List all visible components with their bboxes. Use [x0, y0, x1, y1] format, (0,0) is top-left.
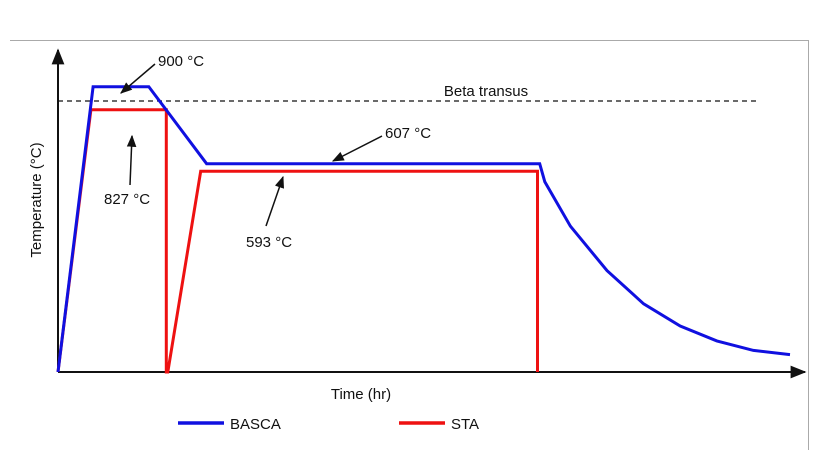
annotation-827c-arrow — [126, 134, 137, 186]
annotation-900c-unit: °C — [187, 53, 204, 70]
svg-text:827 °C: 827 °C — [104, 191, 150, 208]
annotation-607c-arrow — [331, 135, 383, 162]
annotation-900c: 900 °C — [120, 53, 204, 94]
annotation-900c-arrow — [120, 63, 156, 94]
svg-text:593 °C: 593 °C — [246, 234, 292, 251]
annotation-607c-unit: °C — [414, 125, 431, 142]
annotation-900c-value: 900 — [158, 53, 183, 70]
annotation-593c-arrow — [265, 175, 284, 227]
svg-text:900 °C: 900 °C — [158, 53, 204, 70]
y-axis-label: Temperature (°C) — [28, 142, 45, 257]
annotation-593c-unit: °C — [275, 234, 292, 251]
svg-text:607 °C: 607 °C — [385, 125, 431, 142]
series-line-basca — [56, 85, 791, 373]
series-line-sta — [56, 108, 539, 374]
annotation-607c: 607 °C — [331, 125, 431, 162]
beta-transus-label: Beta transus — [444, 83, 528, 100]
annotation-593c: 593 °C — [246, 175, 292, 251]
annotation-607c-value: 607 — [385, 125, 410, 142]
annotation-827c-value: 827 — [104, 191, 129, 208]
legend-item-sta: STA — [399, 416, 479, 433]
legend-item-basca: BASCA — [178, 416, 281, 433]
legend: BASCA STA — [178, 416, 479, 433]
annotation-593c-value: 593 — [246, 234, 271, 251]
annotation-827c-unit: °C — [133, 191, 150, 208]
x-axis-label: Time (hr) — [331, 386, 391, 403]
legend-label-basca: BASCA — [230, 416, 281, 433]
annotation-827c: 827 °C — [104, 134, 150, 208]
legend-label-sta: STA — [451, 416, 479, 433]
